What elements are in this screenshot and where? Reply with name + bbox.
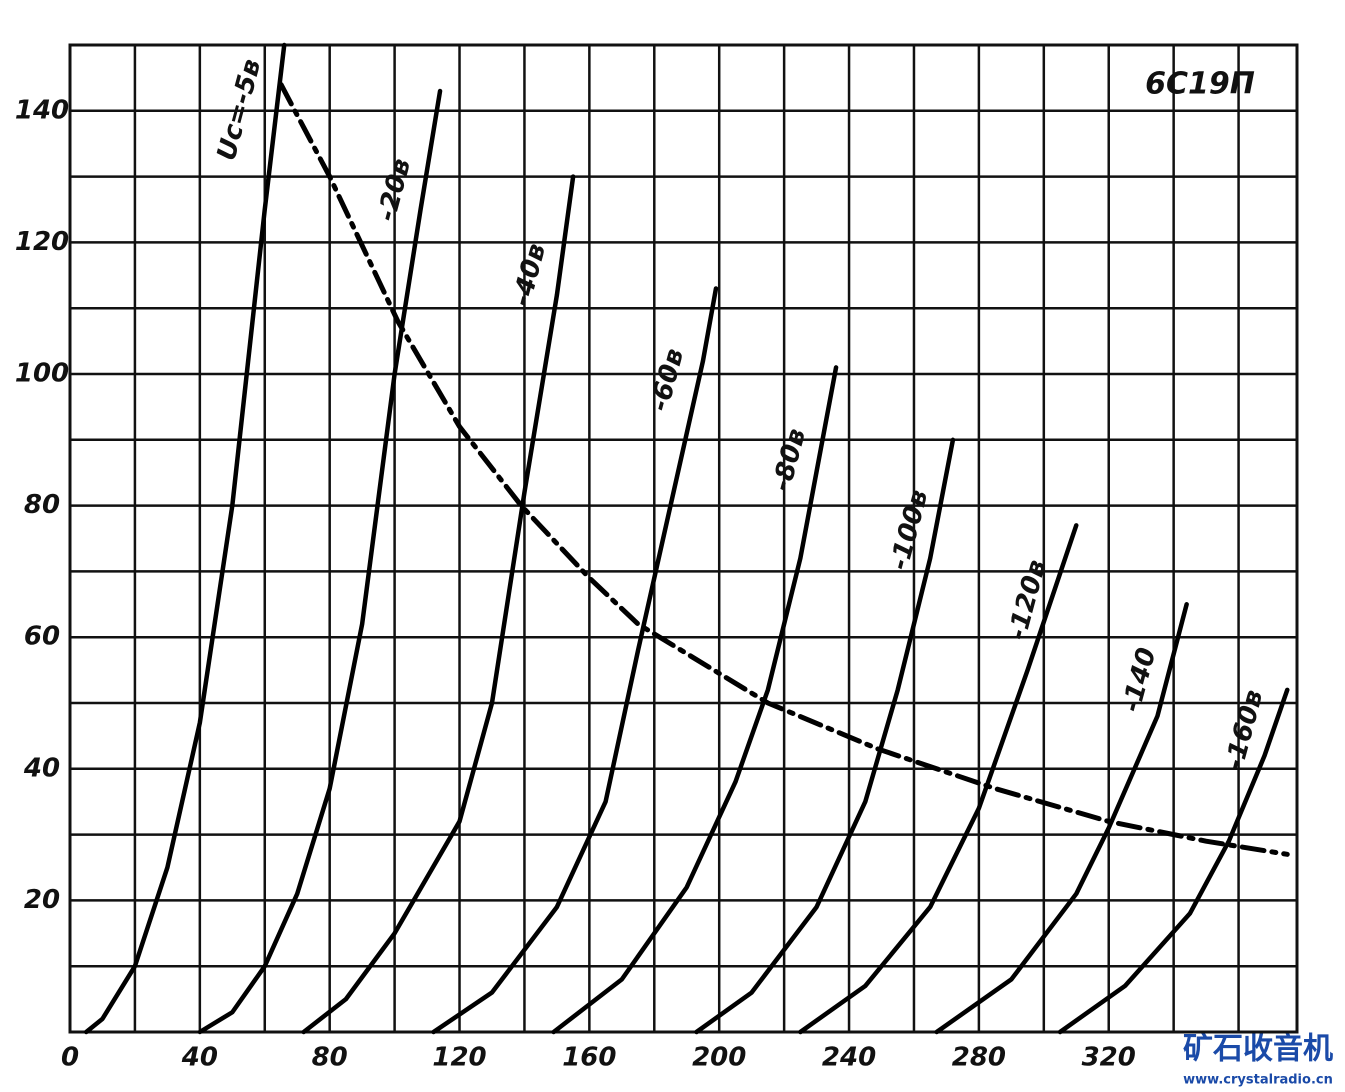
series-line	[694, 437, 956, 1035]
watermark-url: www.crystalradio.cn	[1183, 1073, 1333, 1088]
series-label: -40в	[507, 240, 552, 309]
series-label: -80в	[767, 425, 812, 494]
y-tick-label: 140	[15, 95, 69, 125]
x-tick-label: 40	[181, 1043, 218, 1073]
x-tick-label: 200	[692, 1043, 746, 1073]
series-line	[551, 365, 839, 1035]
x-tick-label: 320	[1082, 1043, 1136, 1073]
x-tick-label: 80	[312, 1043, 348, 1073]
series-label: -140	[1117, 645, 1163, 716]
y-tick-label: 100	[15, 359, 69, 389]
series-label: -20в	[372, 155, 417, 224]
y-tick-label: 40	[23, 753, 60, 783]
series-line	[1057, 687, 1290, 1035]
y-tick-label: 20	[24, 885, 60, 915]
y-tick-label: 120	[15, 227, 69, 257]
series-line	[934, 602, 1189, 1035]
x-tick-label: 160	[562, 1043, 616, 1073]
series-line	[197, 88, 443, 1035]
series-line	[798, 523, 1079, 1035]
limit-curve	[278, 81, 1290, 857]
plot-frame	[68, 43, 1299, 1034]
watermark-title: 矿石收音机	[1183, 1032, 1333, 1067]
x-tick-label: 280	[952, 1043, 1006, 1073]
series-line	[431, 286, 719, 1035]
y-tick-label: 60	[24, 622, 60, 652]
x-tick-label: 240	[822, 1043, 876, 1073]
series-line	[301, 174, 576, 1035]
series-line	[83, 42, 287, 1035]
y-tick-label: 80	[24, 490, 60, 520]
x-tick-label: 120	[432, 1043, 486, 1073]
series-label: -100в	[884, 487, 934, 574]
x-tick-label: 0	[61, 1043, 79, 1073]
series-label: -60в	[645, 345, 690, 414]
chart-title: 6C19П	[1145, 67, 1255, 102]
